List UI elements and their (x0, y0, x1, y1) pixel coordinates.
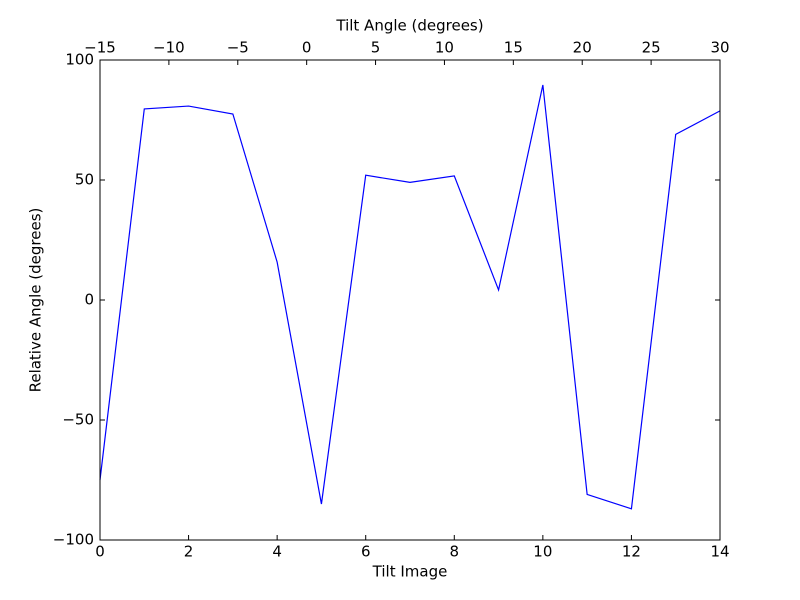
y-axis-label: Relative Angle (degrees) (27, 208, 45, 393)
x-tick-label: 6 (361, 543, 371, 561)
y-tick-label: 0 (84, 291, 94, 309)
x2-axis-label: Tilt Angle (degrees) (335, 17, 483, 35)
x2-tick-label: −10 (153, 39, 185, 57)
x2-tick-label: −15 (84, 39, 116, 57)
x2-tick-label: 30 (710, 39, 729, 57)
x2-tick-label: 25 (642, 39, 661, 57)
x2-tick-label: −5 (227, 39, 249, 57)
x-axis-label: Tilt Image (372, 563, 448, 581)
y-tick-label: −50 (62, 411, 94, 429)
x-tick-label: 10 (533, 543, 552, 561)
x2-tick-label: 0 (302, 39, 312, 57)
x2-tick-label: 15 (504, 39, 523, 57)
plot-frame (99, 59, 721, 541)
x-tick-label: 2 (184, 543, 194, 561)
x-tick-label: 12 (622, 543, 641, 561)
y-tick-label: −100 (53, 531, 94, 549)
y-tick-label: 50 (75, 171, 94, 189)
y-tick-label: 100 (65, 51, 94, 69)
data-line (99, 84, 721, 510)
x-tick-label: 0 (95, 543, 105, 561)
x2-tick-label: 20 (573, 39, 592, 57)
x2-tick-label: 10 (435, 39, 454, 57)
x-tick-label: 8 (450, 543, 460, 561)
x-tick-label: 14 (710, 543, 729, 561)
x2-tick-label: 5 (371, 39, 381, 57)
x-tick-label: 4 (272, 543, 282, 561)
